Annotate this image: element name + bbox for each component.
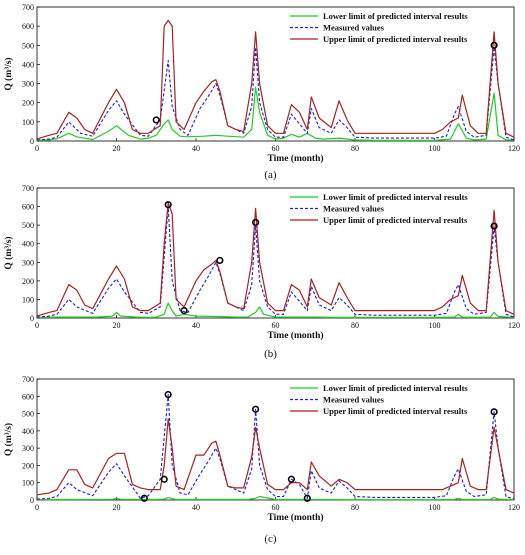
x-axis-title: Time (month) bbox=[267, 330, 323, 341]
y-axis-title: Q (m³/s) bbox=[3, 423, 14, 456]
legend-label-2: Measured values bbox=[323, 204, 385, 214]
x-tick-label: 80 bbox=[351, 503, 359, 512]
x-tick-label: 120 bbox=[508, 144, 520, 153]
y-tick-label: 100 bbox=[22, 295, 34, 304]
highlight-marker bbox=[287, 475, 296, 483]
y-tick-label: 100 bbox=[22, 118, 34, 127]
y-tick-label: 700 bbox=[22, 375, 34, 384]
x-tick-label: 120 bbox=[508, 321, 520, 330]
legend-label-1: Lower limit of predicted interval result… bbox=[323, 383, 468, 393]
y-tick-label: 600 bbox=[22, 203, 34, 212]
x-tick-label: 20 bbox=[113, 144, 121, 153]
y-tick-label: 0 bbox=[30, 314, 34, 323]
y-tick-label: 300 bbox=[22, 258, 34, 267]
series-line-2 bbox=[36, 46, 515, 141]
legend-label-3: Upper limit of predicted interval result… bbox=[323, 406, 468, 416]
series-line-1 bbox=[36, 86, 514, 141]
legend-label-3: Upper limit of predicted interval result… bbox=[323, 215, 468, 225]
y-tick-label: 200 bbox=[22, 99, 34, 108]
y-tick-label: 400 bbox=[22, 60, 34, 69]
y-tick-label: 500 bbox=[22, 41, 34, 50]
x-tick-label: 100 bbox=[429, 144, 441, 153]
plot-frame bbox=[36, 378, 515, 501]
plot-frame bbox=[36, 187, 515, 319]
y-tick-label: 400 bbox=[22, 427, 34, 436]
highlight-marker bbox=[152, 116, 160, 124]
y-tick-label: 0 bbox=[30, 496, 34, 505]
x-tick-label: 60 bbox=[272, 503, 280, 512]
x-tick-label: 0 bbox=[35, 321, 39, 330]
y-tick-label: 300 bbox=[22, 80, 34, 89]
series-line-3 bbox=[36, 19, 515, 140]
y-tick-label: 600 bbox=[22, 392, 34, 401]
chart-panel-3: 0 20 40 60 80 100 120 0 100 200 300 400 500 600 700 Tim… bbox=[3, 375, 520, 545]
x-tick-label: 40 bbox=[192, 503, 200, 512]
highlight-marker bbox=[490, 408, 498, 416]
y-axis-title: Q (m³/s) bbox=[3, 57, 14, 90]
legend-label-3: Upper limit of predicted interval result… bbox=[323, 34, 468, 44]
highlight-marker bbox=[164, 390, 172, 399]
y-tick-label: 0 bbox=[30, 137, 34, 146]
x-tick-label: 100 bbox=[429, 321, 441, 330]
panel-caption: (c) bbox=[264, 533, 277, 545]
y-tick-label: 500 bbox=[22, 410, 34, 419]
x-tick-label: 120 bbox=[508, 503, 520, 512]
chart-panel-1: 0 20 40 60 80 100 120 0 100 200 300 400 500 600 700 Tim… bbox=[3, 3, 520, 181]
highlight-marker bbox=[164, 201, 172, 209]
y-tick-label: 600 bbox=[22, 22, 34, 31]
x-tick-label: 80 bbox=[351, 321, 359, 330]
series-line-1 bbox=[36, 302, 515, 318]
highlight-marker bbox=[252, 405, 260, 413]
x-tick-label: 60 bbox=[272, 321, 280, 330]
y-axis-title: Q (m³/s) bbox=[3, 236, 14, 269]
series-line-1 bbox=[36, 495, 515, 501]
x-tick-label: 40 bbox=[192, 321, 200, 330]
y-tick-label: 700 bbox=[22, 3, 34, 12]
y-tick-label: 100 bbox=[22, 479, 34, 488]
series-line-3 bbox=[36, 418, 515, 496]
y-tick-label: 200 bbox=[22, 461, 34, 470]
highlight-marker bbox=[140, 494, 148, 502]
x-tick-label: 40 bbox=[192, 144, 200, 153]
legend-label-1: Lower limit of predicted interval result… bbox=[323, 192, 468, 202]
y-tick-label: 300 bbox=[22, 444, 34, 453]
highlight-marker bbox=[252, 218, 260, 226]
legend-label-2: Measured values bbox=[323, 23, 385, 33]
plot-frame bbox=[36, 6, 515, 142]
legend-label-1: Lower limit of predicted interval result… bbox=[323, 11, 468, 21]
y-tick-label: 400 bbox=[22, 240, 34, 249]
panel-caption: (a) bbox=[264, 169, 277, 181]
x-axis-title: Time (month) bbox=[267, 512, 323, 523]
highlight-marker bbox=[180, 306, 188, 315]
highlight-marker bbox=[490, 222, 498, 230]
highlight-marker bbox=[490, 41, 498, 49]
series-line-3 bbox=[36, 202, 515, 317]
x-tick-label: 100 bbox=[429, 503, 441, 512]
x-tick-label: 80 bbox=[351, 144, 359, 153]
x-tick-label: 0 bbox=[35, 144, 39, 153]
chart-panel-2: 0 20 40 60 80 100 120 0 100 200 300 400 500 600 700 Tim… bbox=[3, 184, 520, 360]
panel-caption: (b) bbox=[264, 348, 277, 360]
highlight-marker bbox=[160, 475, 168, 483]
x-tick-label: 60 bbox=[272, 144, 280, 153]
legend-label-2: Measured values bbox=[323, 395, 385, 405]
x-tick-label: 20 bbox=[113, 321, 121, 330]
y-tick-label: 700 bbox=[22, 184, 34, 193]
y-tick-label: 200 bbox=[22, 277, 34, 286]
x-tick-label: 20 bbox=[113, 503, 121, 512]
highlight-marker bbox=[303, 494, 311, 502]
y-tick-label: 500 bbox=[22, 221, 34, 230]
x-axis-title: Time (month) bbox=[267, 153, 323, 164]
highlight-marker bbox=[216, 256, 224, 265]
x-tick-label: 0 bbox=[35, 503, 39, 512]
